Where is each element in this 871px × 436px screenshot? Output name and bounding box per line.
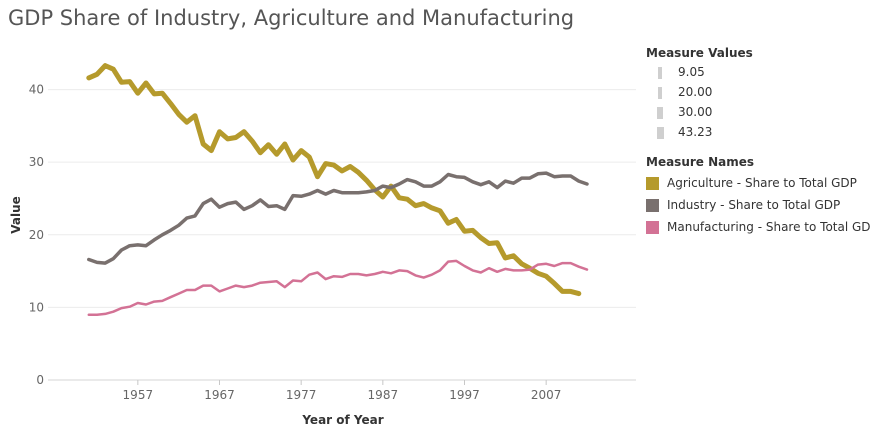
measure-name-item[interactable]: Agriculture - Share to Total GDP (646, 172, 871, 194)
x-tick-label: 2007 (531, 388, 562, 402)
measure-name-label: Industry - Share to Total GDP (667, 198, 841, 212)
x-tick-label: 1957 (123, 388, 154, 402)
y-tick-label: 40 (29, 83, 44, 97)
x-tick-label: 1997 (449, 388, 480, 402)
x-axis-label: Year of Year (301, 413, 383, 427)
axes: 0 10 20 30 40 1957 1967 1977 1987 1997 2007 (29, 83, 636, 402)
measure-names-legend-title: Measure Names (646, 155, 755, 169)
measure-names-legend: Measure Names Agriculture - Share to Tot… (646, 155, 871, 238)
y-tick-label: 0 (36, 373, 44, 387)
series-lines (86, 63, 589, 316)
y-tick-label: 20 (29, 228, 44, 242)
x-tick-label: 1967 (204, 388, 235, 402)
measure-value-size-mark (657, 87, 663, 99)
legend-swatch (646, 220, 659, 234)
measure-values-legend: Measure Values 9.05 20.00 30.00 43.23 (646, 46, 866, 144)
measure-value-label: 30.00 (678, 105, 713, 119)
y-tick-label: 10 (29, 300, 44, 314)
measure-value-label: 9.05 (678, 65, 705, 79)
y-tick-label: 30 (29, 155, 44, 169)
series-line-industry[interactable] (87, 171, 589, 265)
series-line-agriculture[interactable] (86, 63, 582, 297)
measure-value-item[interactable]: 43.23 (646, 124, 866, 144)
y-axis-label: Value (9, 196, 23, 234)
measure-value-label: 20.00 (678, 85, 713, 99)
chart-title: GDP Share of Industry, Agriculture and M… (8, 6, 575, 30)
measure-value-item[interactable]: 9.05 (646, 64, 866, 84)
measure-values-legend-title: Measure Values (646, 46, 753, 60)
legend-swatch (646, 176, 659, 190)
measure-value-item[interactable]: 30.00 (646, 104, 866, 124)
grid-lines (48, 89, 636, 308)
measure-name-label: Agriculture - Share to Total GDP (667, 176, 857, 190)
measure-value-label: 43.23 (678, 125, 713, 139)
series-line-manufacturing[interactable] (87, 259, 589, 316)
x-tick-label: 1977 (286, 388, 317, 402)
measure-value-size-mark (658, 67, 662, 79)
measure-value-item[interactable]: 20.00 (646, 84, 866, 104)
measure-name-item[interactable]: Industry - Share to Total GDP (646, 194, 871, 216)
legend-swatch (646, 198, 659, 212)
x-tick-label: 1987 (368, 388, 399, 402)
measure-name-label: Manufacturing - Share to Total GDP (667, 220, 871, 234)
measure-name-item[interactable]: Manufacturing - Share to Total GDP (646, 216, 871, 238)
measure-value-size-mark (657, 107, 663, 119)
measure-value-size-mark (656, 127, 664, 139)
